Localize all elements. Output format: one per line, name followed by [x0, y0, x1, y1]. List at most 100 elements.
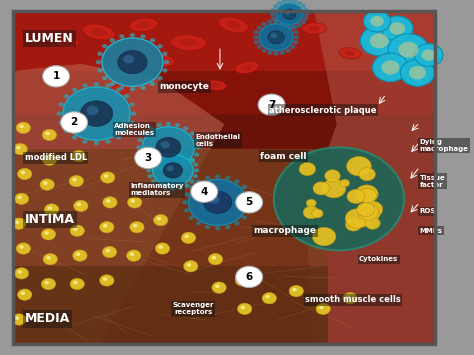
Circle shape: [184, 153, 190, 157]
Circle shape: [365, 209, 380, 220]
Circle shape: [205, 176, 210, 180]
Text: 5: 5: [246, 197, 253, 207]
Circle shape: [42, 129, 56, 141]
Circle shape: [21, 291, 25, 295]
Circle shape: [40, 179, 55, 190]
Circle shape: [14, 268, 29, 279]
Circle shape: [146, 168, 152, 173]
Ellipse shape: [219, 17, 248, 33]
Circle shape: [268, 31, 284, 44]
Circle shape: [262, 293, 276, 304]
Circle shape: [183, 164, 189, 168]
Ellipse shape: [111, 84, 131, 93]
Circle shape: [151, 157, 156, 162]
Circle shape: [401, 60, 424, 78]
Ellipse shape: [155, 57, 168, 64]
Circle shape: [94, 141, 99, 145]
Circle shape: [241, 306, 245, 309]
Circle shape: [267, 20, 273, 24]
Circle shape: [365, 217, 380, 229]
Circle shape: [292, 25, 298, 29]
Circle shape: [406, 69, 428, 87]
Text: monocyte: monocyte: [159, 82, 209, 92]
Circle shape: [325, 170, 340, 182]
Ellipse shape: [226, 21, 241, 29]
Circle shape: [16, 243, 30, 254]
Circle shape: [215, 174, 220, 179]
Circle shape: [137, 152, 143, 157]
Circle shape: [184, 192, 189, 196]
Circle shape: [205, 225, 210, 229]
Circle shape: [204, 191, 232, 213]
Circle shape: [124, 94, 129, 98]
Circle shape: [294, 35, 300, 39]
Circle shape: [419, 52, 438, 67]
Circle shape: [100, 275, 114, 286]
Circle shape: [73, 200, 88, 212]
Circle shape: [76, 252, 81, 256]
Circle shape: [153, 154, 193, 186]
Ellipse shape: [302, 23, 327, 34]
Circle shape: [16, 122, 30, 133]
Circle shape: [374, 14, 391, 28]
Circle shape: [382, 16, 413, 41]
Circle shape: [175, 123, 180, 127]
Circle shape: [70, 278, 84, 290]
Text: Endothelial
cells: Endothelial cells: [195, 134, 240, 147]
Circle shape: [187, 263, 191, 267]
Circle shape: [395, 46, 421, 66]
Circle shape: [254, 30, 259, 34]
Polygon shape: [13, 64, 224, 344]
Circle shape: [194, 168, 199, 173]
Circle shape: [271, 16, 276, 21]
Circle shape: [193, 174, 198, 178]
Circle shape: [237, 303, 252, 315]
Text: Adhesion
molecules: Adhesion molecules: [114, 123, 155, 136]
Circle shape: [155, 243, 170, 254]
Circle shape: [165, 122, 171, 126]
Circle shape: [106, 199, 110, 203]
Circle shape: [184, 208, 189, 213]
Circle shape: [151, 179, 156, 184]
Text: 3: 3: [145, 153, 152, 163]
Circle shape: [157, 44, 163, 48]
Circle shape: [142, 127, 194, 168]
Circle shape: [312, 227, 336, 246]
Circle shape: [102, 38, 163, 86]
Circle shape: [246, 192, 252, 196]
Text: INTIMA: INTIMA: [25, 213, 75, 226]
Ellipse shape: [129, 18, 158, 32]
Circle shape: [414, 48, 432, 62]
Circle shape: [211, 256, 216, 260]
Circle shape: [403, 39, 430, 60]
Circle shape: [18, 196, 22, 199]
Circle shape: [46, 157, 50, 160]
Circle shape: [215, 284, 219, 288]
Circle shape: [261, 22, 266, 26]
Circle shape: [58, 102, 64, 106]
FancyBboxPatch shape: [13, 11, 436, 344]
Circle shape: [45, 231, 49, 235]
Circle shape: [259, 24, 293, 51]
Circle shape: [283, 9, 296, 19]
Circle shape: [368, 18, 386, 33]
Circle shape: [14, 193, 29, 204]
Circle shape: [282, 25, 287, 29]
Circle shape: [379, 53, 402, 71]
Circle shape: [267, 51, 273, 55]
Text: foam cell: foam cell: [260, 152, 307, 161]
Circle shape: [63, 87, 130, 140]
Circle shape: [183, 261, 198, 272]
Circle shape: [367, 37, 392, 56]
Circle shape: [190, 157, 195, 162]
Ellipse shape: [82, 24, 115, 40]
Circle shape: [163, 186, 168, 190]
Circle shape: [419, 43, 438, 58]
Circle shape: [105, 140, 111, 144]
Circle shape: [365, 17, 382, 31]
Text: 6: 6: [246, 272, 253, 282]
Circle shape: [370, 33, 389, 48]
Circle shape: [190, 131, 195, 136]
Circle shape: [189, 215, 194, 220]
Circle shape: [42, 154, 56, 165]
